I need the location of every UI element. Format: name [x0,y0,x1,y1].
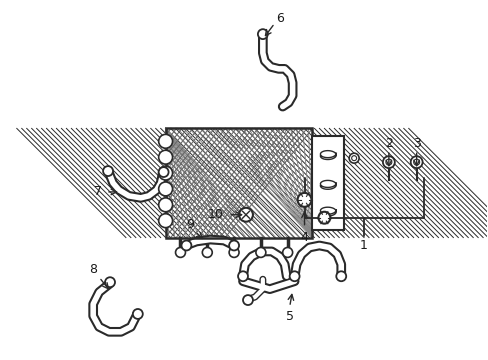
Bar [165,129,312,238]
Bar [312,136,344,230]
Circle shape [229,247,239,257]
Circle shape [336,271,346,281]
Text: 8: 8 [89,263,97,276]
Circle shape [158,166,172,180]
Circle shape [410,156,422,168]
Text: 5: 5 [285,310,293,323]
Circle shape [318,212,330,224]
Circle shape [202,247,212,257]
Circle shape [158,214,172,228]
Circle shape [385,159,391,165]
Circle shape [282,247,292,257]
Circle shape [103,166,113,176]
Circle shape [238,271,247,281]
Bar [165,129,312,238]
Text: 3: 3 [412,137,420,150]
Circle shape [158,134,172,148]
Circle shape [243,295,252,305]
Circle shape [239,208,252,222]
Circle shape [158,167,168,177]
Circle shape [382,156,394,168]
Text: 6: 6 [275,12,283,25]
Circle shape [348,153,358,163]
Circle shape [158,150,172,164]
Circle shape [257,29,267,39]
Circle shape [133,309,142,319]
Circle shape [158,182,172,196]
Circle shape [255,247,265,257]
Circle shape [351,156,356,161]
Text: 7: 7 [94,185,102,198]
Text: 10: 10 [207,208,223,221]
Circle shape [105,277,115,287]
Text: 1: 1 [359,239,367,252]
Circle shape [175,247,185,257]
Circle shape [181,240,191,251]
Circle shape [413,159,419,165]
Circle shape [289,271,299,281]
Circle shape [229,240,239,251]
Circle shape [297,193,311,207]
Text: 9: 9 [186,218,194,231]
Text: 2: 2 [384,137,392,150]
Circle shape [158,198,172,212]
Text: 4: 4 [300,231,308,244]
